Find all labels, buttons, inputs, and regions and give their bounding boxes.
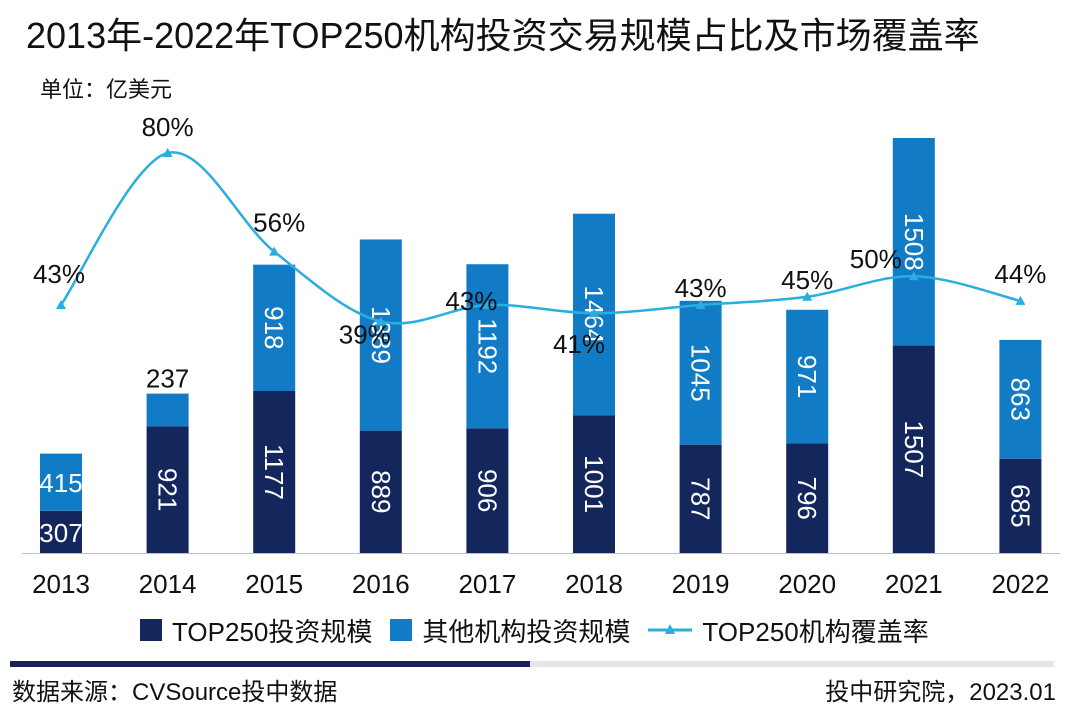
rate-label-2020: 45% [781,265,833,295]
label-others-2016: 1389 [366,306,396,364]
rate-marker-2015 [269,246,280,256]
bar-others-2015 [253,264,296,391]
x-tick-2021: 2021 [885,569,943,599]
legend-label-top250: TOP250投资规模 [172,616,373,647]
label-top250-2018: 1001 [579,455,609,513]
rate-marker-2020 [802,291,813,301]
rate-marker-2018 [589,308,599,318]
bar-top250-2020 [786,443,829,553]
rate-label-2015: 56% [253,208,305,238]
rate-marker-2014 [162,148,173,157]
chart-svg: 307 415 2013 921 237 2014 1177 918 2015 889 1389 20… [22,112,1060,599]
rate-marker-2022 [1015,295,1026,305]
bar-top250-2013 [40,510,82,553]
label-top250-2016: 889 [366,470,396,513]
rate-marker-2021 [908,271,919,281]
legend-item-rate: TOP250机构覆盖率 [648,612,929,649]
label-others-2013: 415 [39,468,82,498]
x-tick-2019: 2019 [672,569,730,599]
legend-label-others: 其他机构投资规模 [422,616,631,647]
bar-others-2017 [466,264,509,429]
rate-line [59,151,1021,325]
rate-label-2018: 41% [553,329,605,359]
legend-swatch-top250 [140,619,162,641]
rate-label-2017: 43% [445,286,497,316]
rate-label-2014: 80% [142,112,194,142]
bar-top250-2018 [573,415,615,553]
bar-others-2022 [999,339,1042,459]
label-others-2019: 1045 [686,344,716,402]
legend-label-rate: TOP250机构覆盖率 [702,616,929,647]
bar-top250-2014 [146,426,189,553]
legend-item-top250: TOP250投资规模 [140,612,372,649]
bar-others-2016 [359,239,402,431]
label-others-2017: 1192 [472,318,502,374]
rate-marker-2017 [482,300,493,309]
label-others-2021: 1508 [899,213,929,271]
footer-divider [10,661,1054,667]
label-top250-2015: 1177 [259,444,289,500]
credit-note: 投中研究院，2023.01 [825,679,1056,706]
label-top250-2020: 796 [792,477,822,520]
bar-others-2013 [40,453,82,511]
x-tick-2020: 2020 [778,569,836,599]
rate-marker-2019 [695,300,706,309]
footer-divider-accent [10,661,530,667]
bar-top250-2015 [253,390,296,553]
rate-label-2019: 43% [675,273,727,303]
label-others-2014: 237 [146,364,189,394]
label-top250-2019: 787 [686,477,716,520]
bar-top250-2021 [892,345,935,553]
x-tick-2016: 2016 [352,569,410,599]
rate-label-2016: 39% [339,319,391,349]
rate-label-2013: 43% [33,259,85,289]
label-top250-2014: 921 [153,468,183,511]
legend-line-marker [648,624,693,634]
chart-title: 2013年-2022年TOP250机构投资交易规模占比及市场覆盖率 [26,15,980,56]
label-top250-2013: 307 [39,518,82,548]
rate-label-2021: 50% [850,244,902,274]
x-tick-2018: 2018 [565,569,623,599]
bar-others-2014 [146,393,189,427]
x-tick-2014: 2014 [139,569,197,599]
label-top250-2022: 685 [1005,484,1035,527]
rate-label-2022: 44% [994,259,1046,289]
legend: TOP250投资规模 其他机构投资规模 TOP250机构覆盖率 [140,610,929,650]
bar-top250-2017 [466,428,509,553]
bar-others-2021 [892,138,935,346]
unit-label: 单位：亿美元 [40,77,173,102]
bar-top250-2016 [359,430,402,553]
label-top250-2021: 1507 [899,420,929,478]
source-note: 数据来源：CVSource投中数据 [12,679,338,706]
legend-swatch-others [390,619,413,641]
x-tick-2013: 2013 [32,569,90,599]
label-others-2015: 918 [259,306,289,349]
x-tick-2015: 2015 [245,569,303,599]
label-top250-2017: 906 [472,469,502,512]
legend-item-others: 其他机构投资规模 [390,612,630,649]
rate-marker-2013 [56,300,66,309]
bar-top250-2022 [999,458,1042,553]
label-others-2020: 971 [792,355,822,398]
rate-marker-2016 [375,316,386,326]
bar-others-2019 [679,300,722,445]
x-tick-2022: 2022 [991,569,1049,599]
bar-others-2020 [786,309,829,444]
x-tick-2017: 2017 [458,569,516,599]
label-others-2022: 863 [1005,378,1035,421]
bar-top250-2019 [679,444,722,553]
